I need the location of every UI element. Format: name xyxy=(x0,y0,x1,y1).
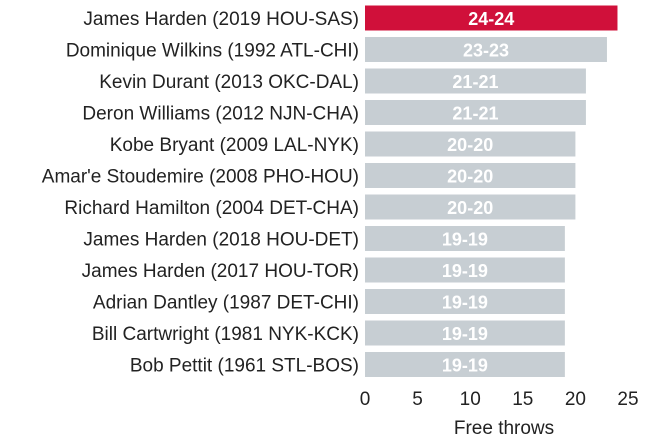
category-label-0: James Harden (2019 HOU-SAS) xyxy=(83,9,359,30)
category-label-6: Richard Hamilton (2004 DET-CHA) xyxy=(64,198,359,219)
bar-6 xyxy=(365,194,576,220)
bar-value-label-11: 19-19 xyxy=(442,356,488,376)
bar-value-label-1: 23-23 xyxy=(463,41,509,61)
x-tick-labels-group: 0 5 10 15 20 25 xyxy=(360,389,639,410)
category-label-4: Kobe Bryant (2009 LAL-NYK) xyxy=(110,135,359,156)
bar-value-labels-group: 24-24 23-23 21-21 21-21 20-20 20-20 20-20 19-19… xyxy=(442,9,514,376)
bar-2 xyxy=(365,68,586,94)
category-labels-group: James Harden (2019 HOU-SAS) Dominique Wil… xyxy=(42,9,359,377)
x-tick-label-1: 5 xyxy=(412,389,423,410)
bar-value-label-5: 20-20 xyxy=(447,167,493,187)
bars-group xyxy=(365,5,618,377)
category-label-11: Bob Pettit (1961 STL-BOS) xyxy=(130,356,359,377)
x-tick-label-5: 25 xyxy=(617,389,638,410)
category-label-1: Dominique Wilkins (1992 ATL-CHI) xyxy=(66,41,359,62)
bar-value-label-0: 24-24 xyxy=(468,9,514,29)
x-axis-title: Free throws xyxy=(454,418,554,439)
bar-value-label-9: 19-19 xyxy=(442,293,488,313)
bar-value-label-4: 20-20 xyxy=(447,135,493,155)
bar-value-label-3: 21-21 xyxy=(452,104,498,124)
x-tick-label-2: 10 xyxy=(460,389,481,410)
bar-value-label-2: 21-21 xyxy=(452,72,498,92)
bar-11 xyxy=(365,352,565,377)
category-label-2: Kevin Durant (2013 OKC-DAL) xyxy=(99,72,359,93)
category-label-5: Amar'e Stoudemire (2008 PHO-HOU) xyxy=(42,167,359,188)
category-label-9: Adrian Dantley (1987 DET-CHI) xyxy=(93,293,359,314)
bar-7 xyxy=(365,226,565,251)
bar-4 xyxy=(365,131,576,157)
bar-value-label-10: 19-19 xyxy=(442,324,488,344)
bar-3 xyxy=(365,100,586,125)
bar-10 xyxy=(365,320,565,346)
bar-0 xyxy=(365,5,618,31)
category-label-7: James Harden (2018 HOU-DET) xyxy=(83,230,359,251)
x-tick-label-3: 15 xyxy=(512,389,533,410)
bar-value-label-6: 20-20 xyxy=(447,198,493,218)
bar-9 xyxy=(365,289,565,314)
x-tick-label-0: 0 xyxy=(360,389,371,410)
bar-value-label-7: 19-19 xyxy=(442,230,488,250)
bar-value-label-8: 19-19 xyxy=(442,261,488,281)
category-label-10: Bill Cartwright (1981 NYK-KCK) xyxy=(92,324,359,345)
category-label-8: James Harden (2017 HOU-TOR) xyxy=(82,261,359,282)
bar-8 xyxy=(365,257,565,283)
bar-5 xyxy=(365,163,576,188)
category-label-3: Deron Williams (2012 NJN-CHA) xyxy=(82,104,359,125)
bar-1 xyxy=(365,37,607,62)
x-tick-label-4: 20 xyxy=(565,389,586,410)
